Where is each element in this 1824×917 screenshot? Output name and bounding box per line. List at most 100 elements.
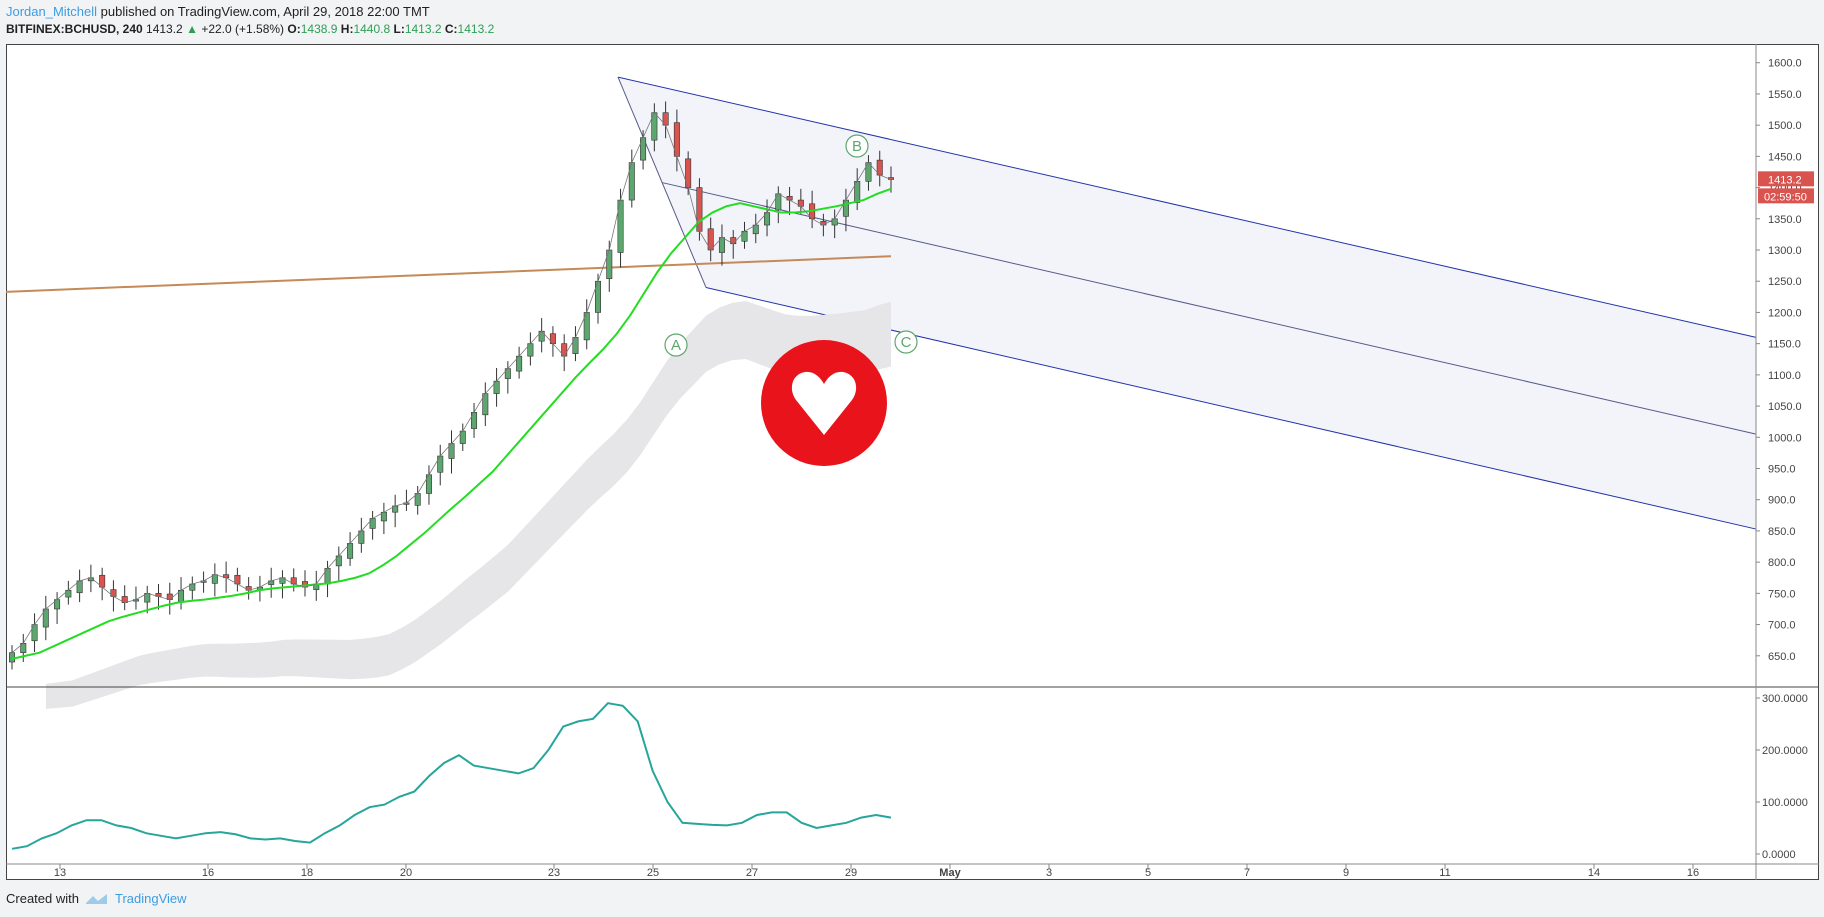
candle — [437, 444, 444, 486]
indicator-pane — [11, 702, 892, 850]
indicator-tick-label: 100.0000 — [1762, 797, 1808, 809]
candle — [403, 489, 410, 511]
candle — [493, 367, 500, 407]
wave-label-b: B — [845, 134, 869, 158]
price-tick-label: 850.0 — [1768, 526, 1796, 538]
time-tick-label: 16 — [202, 867, 214, 879]
last-price: 1413.2 — [146, 22, 183, 36]
candle — [110, 580, 117, 612]
price-tick-label: 1250.0 — [1768, 276, 1802, 288]
candle-up — [65, 589, 72, 598]
candle — [256, 575, 263, 602]
tradingview-logo-icon — [85, 893, 107, 904]
published-text: published on TradingView.com, April 29, … — [100, 4, 430, 19]
channel-median-line — [661, 182, 1757, 435]
candle — [482, 382, 489, 427]
time-tick-label: 23 — [548, 867, 560, 879]
wave-label-circle — [894, 330, 918, 354]
wave-label-text: B — [852, 138, 862, 155]
candle — [234, 567, 241, 592]
time-tick-label: 5 — [1145, 867, 1151, 879]
price-tick-label: 900.0 — [1768, 495, 1796, 507]
time-tick-label: 29 — [845, 867, 857, 879]
footer: Created with TradingView — [6, 891, 187, 906]
price-chart[interactable]: A B C 650.0 700.0 750.0 800.0 850.0 900.0 950.0 1… — [6, 44, 1819, 880]
wave-label-circle — [845, 134, 869, 158]
channel-upper-line — [617, 76, 1757, 338]
time-tick-label: May — [939, 867, 961, 879]
price-tick-label: 1350.0 — [1768, 214, 1802, 226]
price-tick-label: 1050.0 — [1768, 401, 1802, 413]
candle — [211, 563, 218, 597]
candle-up — [268, 580, 275, 585]
high-value: 1440.8 — [353, 22, 391, 36]
price-change: +22.0 (+1.58%) — [201, 22, 285, 36]
candle — [380, 502, 387, 535]
symbol-info-bar: BITFINEX:BCHUSD, 240 1413.2 ▲ +22.0 (+1.… — [6, 21, 494, 37]
candle — [301, 570, 308, 597]
price-tick-label: 1150.0 — [1768, 339, 1801, 351]
indicator-tick-label: 200.0000 — [1762, 745, 1808, 757]
symbol-label[interactable]: BITFINEX:BCHUSD, 240 — [6, 22, 143, 36]
wave-label-text: A — [671, 337, 681, 354]
indicator-line — [11, 702, 892, 850]
candle — [335, 546, 342, 581]
author-link[interactable]: Jordan_Mitchell — [6, 4, 98, 19]
candle — [572, 326, 579, 362]
price-tick-label: 1200.0 — [1768, 307, 1802, 319]
wave-label-text: C — [901, 334, 912, 351]
wave-label-circle — [664, 333, 688, 357]
candle — [516, 346, 523, 379]
price-tick-label: 700.0 — [1768, 620, 1796, 632]
wave-label-a: A — [664, 333, 688, 357]
main-pane: A B C — [6, 76, 1757, 709]
candle — [178, 577, 185, 610]
price-tick-label: 650.0 — [1768, 651, 1796, 663]
publish-header: Jordan_Mitchell published on TradingView… — [6, 3, 430, 21]
candle — [369, 510, 376, 540]
time-tick-label: 27 — [746, 867, 758, 879]
close-value: 1413.2 — [457, 22, 495, 36]
candle — [99, 567, 106, 601]
candle — [54, 592, 61, 624]
time-tick-label: 13 — [54, 867, 66, 879]
candle — [290, 568, 297, 592]
candle — [527, 332, 534, 366]
current-price-text: 1413.2 — [1768, 174, 1802, 186]
candle — [42, 595, 49, 641]
candle — [471, 402, 478, 438]
wave-label-c: C — [894, 330, 918, 354]
price-tick-label: 1000.0 — [1768, 432, 1802, 444]
low-value: 1413.2 — [404, 22, 442, 36]
candle — [8, 645, 16, 670]
price-tick-label: 1500.0 — [1768, 120, 1802, 132]
price-tick-label: 800.0 — [1768, 557, 1796, 569]
price-tick-label: 1550.0 — [1768, 89, 1802, 101]
candle — [65, 580, 72, 605]
change-up-icon: ▲ — [186, 22, 198, 36]
candle — [358, 517, 365, 553]
candle — [347, 532, 354, 566]
candle — [448, 430, 455, 474]
countdown-text: 02:59:50 — [1764, 191, 1807, 203]
candle-down — [110, 589, 117, 597]
price-tick-label: 1450.0 — [1768, 151, 1802, 163]
price-tick-label: 750.0 — [1768, 588, 1796, 600]
time-tick-label: 25 — [647, 867, 659, 879]
time-tick-label: 11 — [1439, 867, 1450, 879]
ema-fast-line — [11, 187, 892, 660]
price-tick-label: 950.0 — [1768, 464, 1796, 476]
candle — [538, 318, 545, 353]
candle — [268, 567, 275, 598]
candle-down — [786, 196, 793, 201]
created-with-label: Created with — [6, 891, 79, 906]
pitchfork-handle — [617, 76, 707, 288]
candle — [392, 494, 399, 528]
time-tick-label: 20 — [400, 867, 412, 879]
current-price-tag — [1758, 171, 1814, 187]
candle — [132, 586, 139, 610]
candle — [189, 576, 196, 600]
tradingview-brand-link[interactable]: TradingView — [114, 891, 187, 906]
time-tick-label: 7 — [1244, 867, 1250, 879]
indicator-tick-label: 0.0000 — [1762, 849, 1796, 861]
